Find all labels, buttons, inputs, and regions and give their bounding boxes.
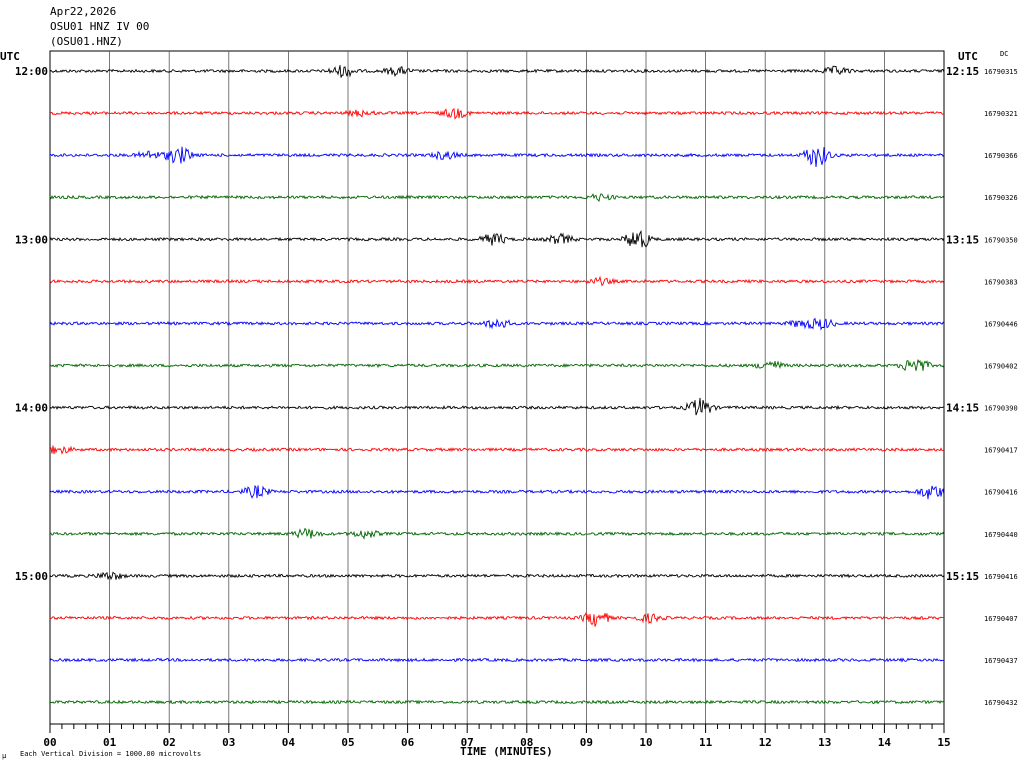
scale-note: Each Vertical Division = 1000.00 microvo…	[20, 750, 202, 758]
x-axis-label: TIME (MINUTES)	[460, 745, 553, 758]
x-tick-label: 12	[759, 736, 772, 749]
x-tick-label: 06	[401, 736, 415, 749]
row-labels: 16790315 16790321 16790366 16790326 16790350…	[15, 65, 1018, 707]
hour-label-left: 12:00	[15, 65, 48, 78]
trace-row	[49, 229, 945, 248]
x-tick-label: 10	[639, 736, 652, 749]
plot-date: Apr22,2026	[50, 5, 117, 18]
x-tick-label: 01	[103, 736, 117, 749]
trace-row	[49, 657, 945, 663]
channel-code: (OSU01.HNZ)	[50, 35, 123, 48]
trace-row	[49, 317, 945, 331]
station-name: OSU01 HNZ IV 00	[50, 20, 150, 33]
time-axis: 00 01 02 03 04 05 06 07 08 09 10 11 12 13 14 15	[43, 723, 951, 749]
dc-offset-label: 16790446	[984, 320, 1018, 328]
trace-row	[49, 527, 945, 540]
x-tick-label: 09	[580, 736, 593, 749]
dc-label: DC	[1000, 50, 1009, 58]
trace-row	[49, 611, 944, 627]
dc-offset-label: 16790407	[984, 615, 1018, 623]
utc-right-label: UTC	[958, 50, 978, 63]
dc-offset-label: 16790350	[984, 236, 1018, 244]
dc-offset-label: 16790416	[984, 489, 1018, 497]
x-tick-label: 14	[878, 736, 892, 749]
dc-offset-label: 16790315	[984, 68, 1018, 76]
x-tick-label: 11	[699, 736, 713, 749]
dc-offset-label: 16790440	[984, 531, 1018, 539]
trace-row	[49, 146, 945, 168]
dc-offset-label: 16790432	[984, 699, 1018, 707]
hour-label-left: 15:00	[15, 570, 48, 583]
x-tick-label: 07	[461, 736, 474, 749]
hour-label-right: 13:15	[946, 233, 979, 246]
dc-offset-label: 16790383	[984, 278, 1018, 286]
dc-offset-label: 16790326	[984, 194, 1018, 202]
hour-label-left: 13:00	[15, 233, 48, 246]
trace-row	[49, 445, 945, 455]
trace-row	[49, 65, 945, 78]
x-tick-label: 13	[818, 736, 831, 749]
time-grid	[49, 50, 945, 725]
seismic-traces	[49, 65, 945, 705]
trace-row	[49, 397, 945, 416]
x-tick-label: 03	[222, 736, 235, 749]
hour-label-left: 14:00	[15, 402, 48, 415]
corner-mark: µ	[2, 752, 7, 760]
dc-offset-label: 16790437	[984, 657, 1018, 665]
trace-row	[49, 275, 945, 287]
trace-row	[49, 699, 945, 705]
trace-row	[49, 359, 945, 372]
dc-offset-label: 16790416	[984, 573, 1018, 581]
hour-label-right: 14:15	[946, 402, 979, 415]
trace-row	[49, 193, 945, 202]
dc-offset-label: 16790321	[984, 110, 1018, 118]
trace-row	[49, 571, 945, 581]
x-tick-label: 00	[43, 736, 56, 749]
trace-row	[49, 108, 944, 120]
dc-offset-label: 16790402	[984, 362, 1018, 370]
utc-left-label: UTC	[0, 50, 20, 63]
x-tick-label: 02	[163, 736, 176, 749]
x-tick-label: 08	[520, 736, 533, 749]
x-tick-label: 15	[937, 736, 950, 749]
dc-offset-label: 16790417	[984, 447, 1018, 455]
x-tick-label: 04	[282, 736, 296, 749]
dc-offset-label: 16790390	[984, 405, 1018, 413]
hour-label-right: 15:15	[946, 570, 979, 583]
hour-label-right: 12:15	[946, 65, 979, 78]
trace-row	[49, 484, 945, 500]
x-tick-label: 05	[341, 736, 354, 749]
plot-frame	[49, 50, 945, 725]
dc-offset-label: 16790366	[984, 152, 1018, 160]
